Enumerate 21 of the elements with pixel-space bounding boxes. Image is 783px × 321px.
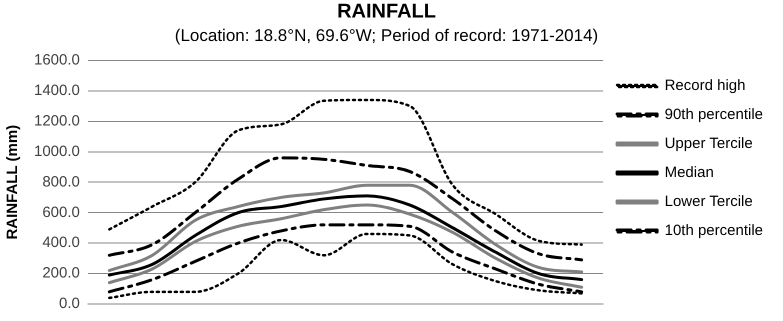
legend-label: 10th percentile [664, 222, 764, 240]
chart-title: RAINFALL [337, 0, 436, 23]
y-tick-label: 600.0 [42, 204, 80, 221]
y-tick-label: 0.0 [59, 295, 80, 312]
line-series [108, 98, 583, 246]
line-series [108, 156, 584, 262]
legend-label: Upper Tercile [664, 135, 753, 152]
y-tick-label: 1400.0 [34, 82, 80, 99]
y-tick-label: 1000.0 [34, 142, 80, 160]
y-tick-label: 400.0 [42, 234, 80, 252]
legend-label: 90th percentile [664, 106, 764, 124]
line-series [108, 194, 584, 282]
legend-label: Median [664, 164, 714, 182]
y-tick-label: 800.0 [42, 173, 80, 190]
legend-label: Lower Tercile [664, 193, 753, 210]
y-tick-label: 1200.0 [34, 112, 80, 130]
y-axis-title: RAINFALL (mm) [4, 124, 22, 240]
chart-subtitle: (Location: 18.8°N, 69.6°W; Period of record: 1971-2014) [174, 26, 598, 45]
y-tick-label: 200.0 [42, 264, 80, 282]
legend-label: Record high [664, 77, 746, 94]
y-tick-label: 1600.0 [34, 52, 80, 69]
